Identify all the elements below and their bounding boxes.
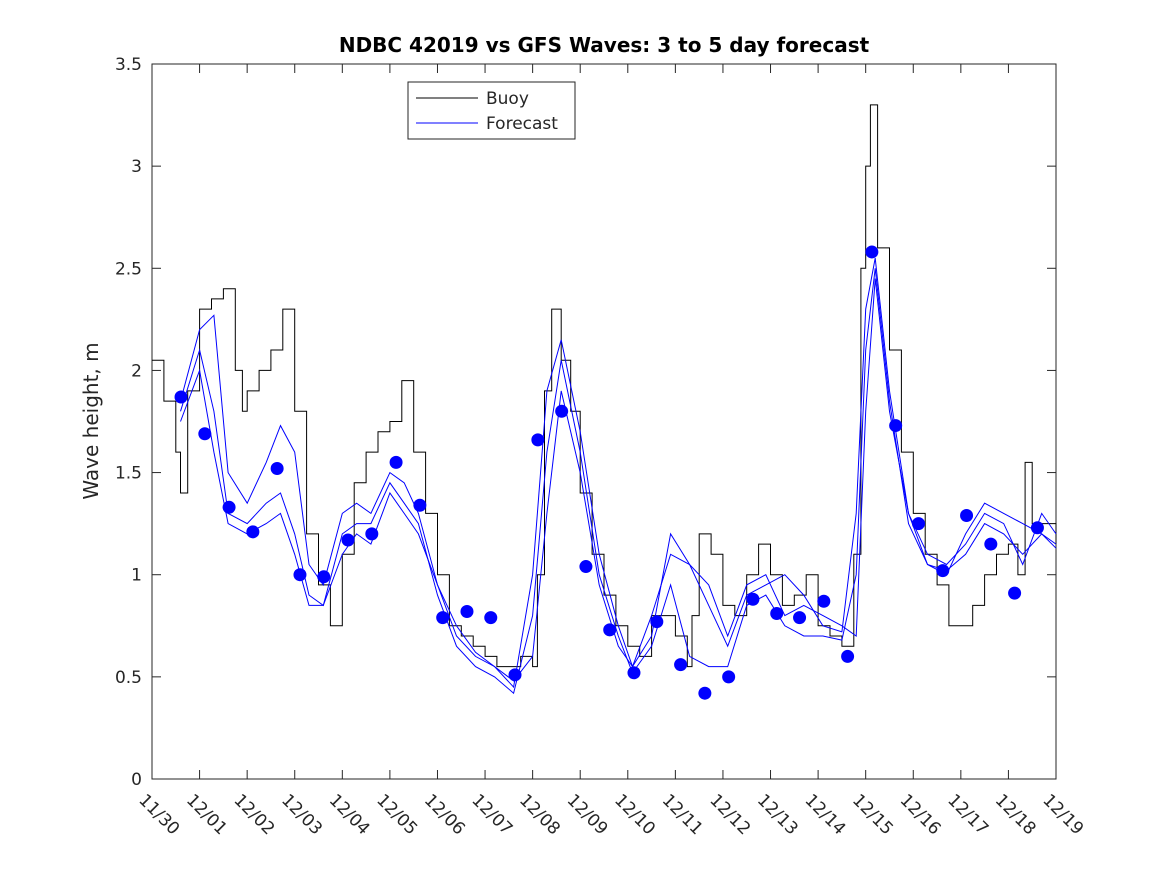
forecast-point (222, 500, 236, 514)
y-axis-label: Wave height, m (79, 342, 103, 499)
forecast-point (746, 592, 760, 606)
forecast-point (293, 568, 307, 582)
forecast-point (579, 560, 593, 574)
buoy-line (152, 104, 1057, 668)
forecast-point (770, 607, 784, 621)
forecast-point (889, 419, 903, 433)
forecast-point (793, 611, 807, 625)
series-group (152, 104, 1057, 700)
forecast-point (413, 498, 427, 512)
legend-box (407, 81, 576, 140)
forecast-point (531, 433, 545, 447)
forecast-point (722, 670, 736, 684)
forecast-point (1030, 521, 1044, 535)
forecast-point (817, 594, 831, 608)
forecast-point (484, 611, 498, 625)
legend-forecast-label: Forecast (486, 114, 558, 134)
forecast-point (841, 649, 855, 663)
legend: Buoy Forecast (407, 81, 576, 140)
y-tick-label: 2.5 (115, 259, 142, 279)
forecast-point (365, 527, 379, 541)
forecast-point (436, 611, 450, 625)
forecast-point (865, 245, 879, 259)
forecast-point (341, 533, 355, 547)
y-tick-label: 3.5 (115, 55, 142, 75)
forecast-point (936, 564, 950, 578)
forecast-point (270, 461, 284, 475)
forecast-point (198, 427, 212, 441)
forecast-point (317, 570, 331, 584)
forecast-point (389, 455, 403, 469)
forecast-point (603, 623, 617, 637)
y-tick-label: 3 (131, 157, 142, 177)
forecast-point (960, 508, 974, 522)
plot-area (151, 63, 1057, 780)
forecast-point (650, 615, 664, 629)
forecast-point (555, 404, 569, 418)
forecast-point (246, 525, 260, 539)
chart-title: NDBC 42019 vs GFS Waves: 3 to 5 day fore… (339, 33, 870, 57)
forecast-point (174, 390, 188, 404)
forecast-line-3 (180, 278, 1057, 682)
forecast-point (911, 517, 925, 531)
forecast-point (627, 666, 641, 680)
y-tick-label: 0.5 (115, 668, 142, 688)
forecast-point (698, 686, 712, 700)
forecast-point (984, 537, 998, 551)
y-tick-label: 2 (131, 361, 142, 381)
forecast-point (674, 658, 688, 672)
legend-buoy-label: Buoy (486, 89, 529, 109)
forecast-point (1008, 586, 1022, 600)
forecast-point (508, 668, 522, 682)
y-tick-label: 1.5 (115, 464, 142, 484)
y-tick-label: 1 (131, 566, 142, 586)
forecast-line-1 (180, 258, 1057, 689)
y-tick-label: 0 (131, 770, 142, 790)
forecast-point (460, 604, 474, 618)
